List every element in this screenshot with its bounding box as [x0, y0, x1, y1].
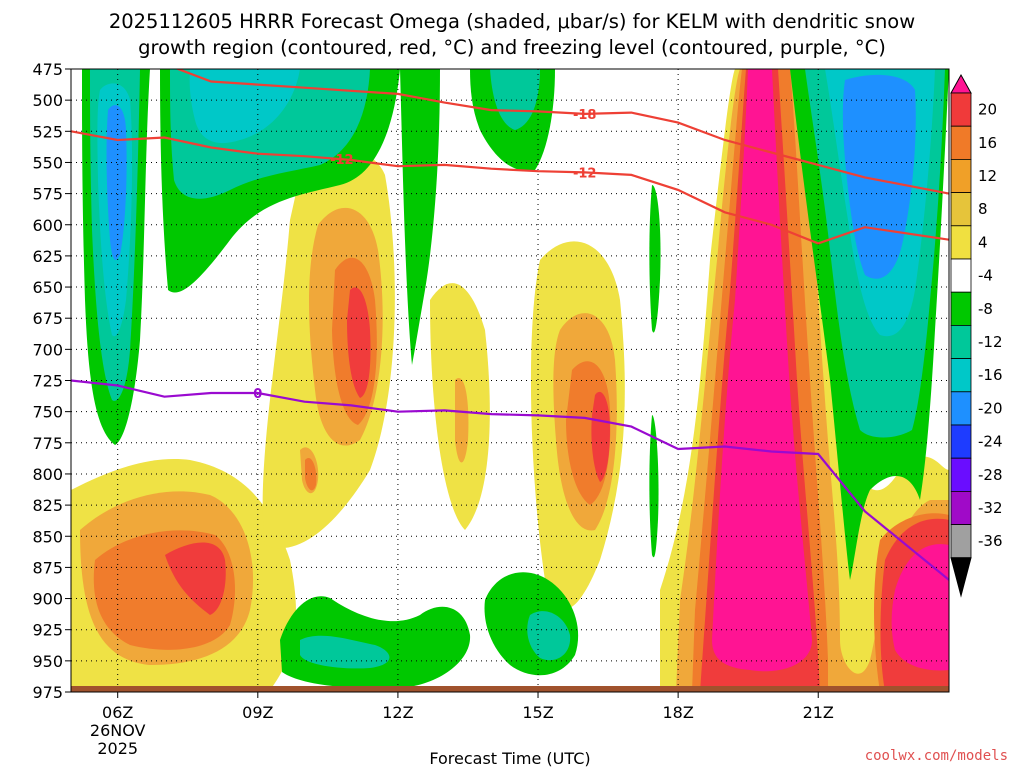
colorbar-label: 8	[978, 200, 988, 218]
colorbar-label: 20	[978, 101, 997, 119]
y-tick-label: 550	[32, 153, 63, 172]
y-tick-label: 975	[32, 683, 63, 702]
chart-title-line1: 2025112605 HRRR Forecast Omega (shaded, …	[109, 10, 915, 33]
colorbar-swatch	[950, 524, 972, 559]
colorbar-label: -8	[978, 300, 993, 318]
colorbar-bottom-arrow	[950, 557, 972, 598]
contour-line--12	[71, 130, 949, 245]
x-tick-label: 06Z	[102, 703, 133, 722]
colorbar-swatch	[950, 490, 972, 525]
contour-label: -18	[573, 108, 597, 123]
y-tick-label: 625	[32, 247, 63, 266]
colorbar-swatch	[950, 125, 972, 160]
y-tick-label: 850	[32, 527, 63, 546]
y-tick-label: 950	[32, 652, 63, 671]
x-tick-label: 21Z	[803, 703, 834, 722]
colorbar-top-arrow	[950, 73, 972, 94]
x-year-label: 2025	[97, 739, 138, 758]
colorbar-label: -32	[978, 499, 1003, 517]
contour-lines: -18 -12 -12 0	[71, 69, 949, 581]
contour-label: -12	[573, 166, 597, 181]
plot-area: -18 -12 -12 0	[71, 69, 949, 692]
colorbar-label: -36	[978, 532, 1003, 550]
x-tick-label: 12Z	[382, 703, 413, 722]
colorbar-label: -12	[978, 333, 1003, 351]
x-tick-label: 15Z	[522, 703, 553, 722]
y-tick-label: 500	[32, 91, 63, 110]
y-tick-label: 750	[32, 403, 63, 422]
credit-text: coolwx.com/models	[865, 748, 1008, 764]
chart-title-line2: growth region (contoured, red, °C) and f…	[138, 36, 886, 59]
y-tick-label: 725	[32, 372, 63, 391]
colorbar-swatch	[950, 358, 972, 393]
colorbar-label: 16	[978, 134, 997, 152]
colorbar-swatch	[950, 258, 972, 293]
contour-label: 0	[253, 387, 262, 402]
colorbar-swatch	[950, 424, 972, 459]
colorbar: 20 16 12 8 4 -4 -8 -12 -16 -20 -24 -28 -32 -36	[950, 73, 1003, 598]
y-tick-label: 775	[32, 434, 63, 453]
colorbar-label: 12	[978, 167, 997, 185]
colorbar-swatch	[950, 158, 972, 193]
colorbar-label: -4	[978, 267, 993, 285]
colorbar-swatch	[950, 225, 972, 260]
y-tick-label: 900	[32, 590, 63, 609]
y-tick-label: 600	[32, 216, 63, 235]
colorbar-swatch	[950, 192, 972, 227]
x-axis-title: Forecast Time (UTC)	[429, 749, 590, 768]
y-tick-label: 650	[32, 278, 63, 297]
y-tick-label: 475	[32, 60, 63, 79]
omega-region-extreme-rise	[712, 69, 949, 672]
ground-strip	[71, 686, 949, 692]
x-tick-label: 09Z	[242, 703, 273, 722]
contour-label: -12	[330, 153, 354, 168]
colorbar-label: 4	[978, 233, 988, 251]
x-tick-label: 18Z	[662, 703, 693, 722]
y-tick-label: 675	[32, 309, 63, 328]
colorbar-swatch	[950, 92, 972, 127]
colorbar-label: -20	[978, 399, 1003, 417]
y-tick-label: 925	[32, 621, 63, 640]
colorbar-label: -28	[978, 466, 1003, 484]
colorbar-swatch	[950, 391, 972, 426]
contour-line--18	[174, 69, 949, 195]
y-tick-label: 825	[32, 496, 63, 515]
colorbar-swatch	[950, 291, 972, 326]
y-tick-label: 525	[32, 122, 63, 141]
y-tick-label: 875	[32, 558, 63, 577]
colorbar-label: -16	[978, 366, 1003, 384]
contour-line-0	[71, 379, 949, 581]
y-axis: 475 500 525 550 575 600 625 650 675 700 725 750 775 8…	[32, 60, 71, 702]
x-date-label: 26NOV	[90, 721, 146, 740]
y-tick-label: 700	[32, 340, 63, 359]
colorbar-swatch	[950, 457, 972, 492]
y-tick-label: 575	[32, 185, 63, 204]
colorbar-label: -24	[978, 433, 1003, 451]
colorbar-swatch	[950, 324, 972, 359]
y-tick-label: 800	[32, 465, 63, 484]
